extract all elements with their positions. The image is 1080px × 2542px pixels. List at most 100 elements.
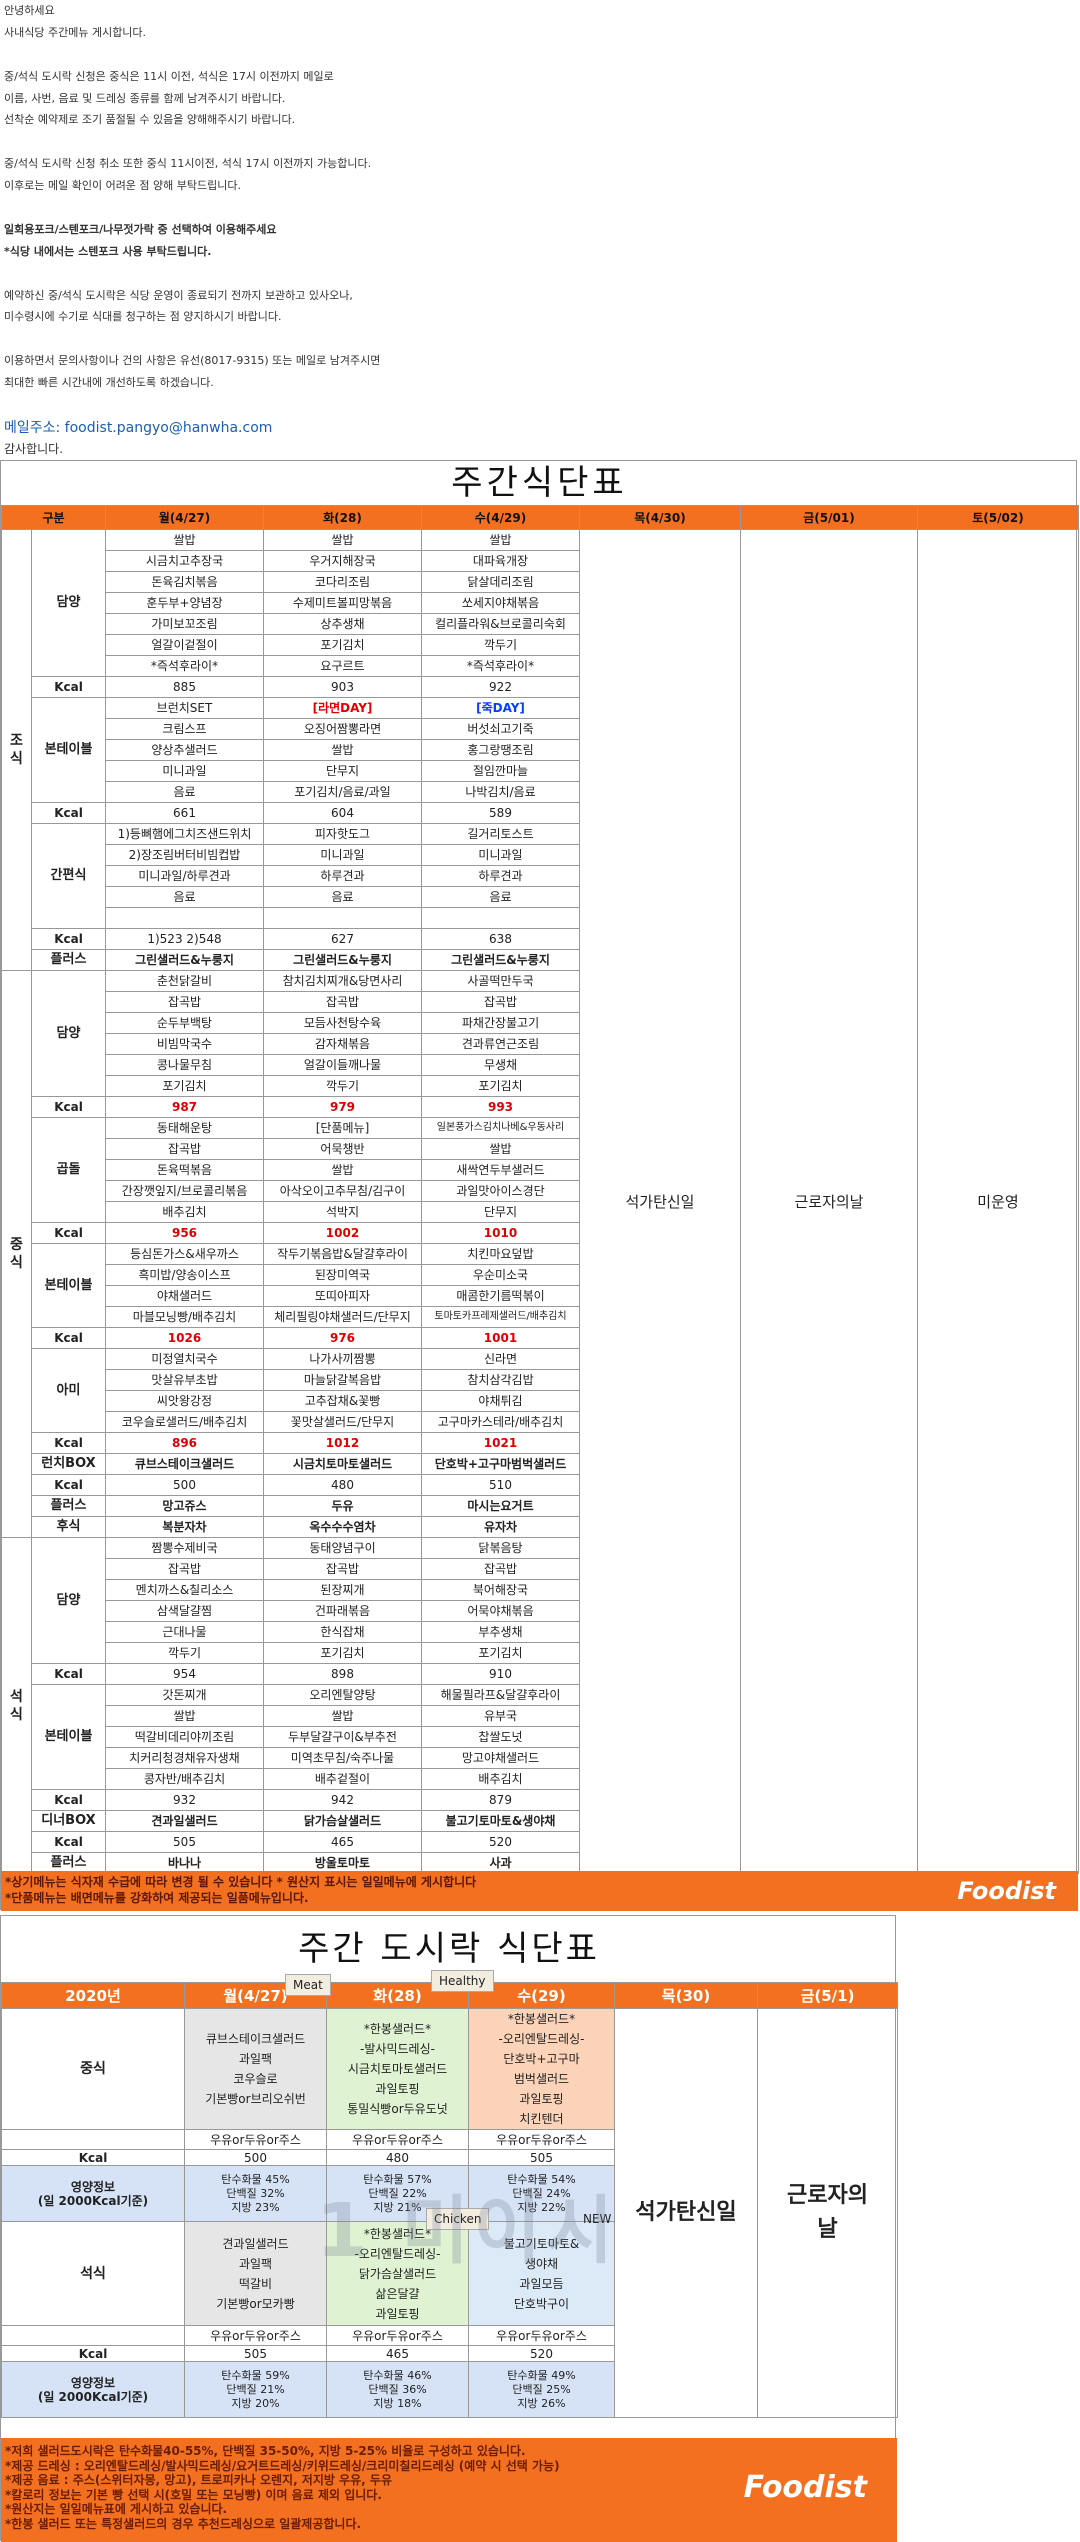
menu-item: 꽃맛살샐러드/단무지 [263, 1411, 422, 1433]
lb-dinner-label: 석식 [1, 2221, 185, 2326]
lb-footer-line: *원산지는 일일메뉴표에 게시하고 있습니다. [5, 2502, 228, 2516]
menu-item: 부추생채 [421, 1621, 580, 1643]
menu-item: 간장깻잎지/브로콜리볶음 [105, 1180, 264, 1202]
lunch-dangyang-kcal-row: Kcal 987 979 993 [2, 1096, 1079, 1118]
menu-item: 매콤한기름떡볶이 [421, 1285, 580, 1307]
bontable-station-label: 본테이블 [31, 1684, 106, 1790]
lunchbox-item: 과일토핑 [375, 2082, 420, 2096]
lb-nutri-line: 단백질 36% [368, 2382, 427, 2396]
lb-kcal-value: 520 [468, 2345, 615, 2362]
menu-item: 닭볶음탕 [421, 1537, 580, 1559]
plus-station-label: 플러스 [31, 1495, 106, 1517]
menu-item: 배추겉절이 [263, 1768, 422, 1790]
lunchbox-item: -오리엔탈드레싱- [498, 2032, 585, 2046]
dinner-bontable-row: 쌀밥 쌀밥 유부국 [2, 1705, 1079, 1727]
menu-item: 나가사끼짬뽕 [263, 1348, 422, 1370]
menu-item: 깍두기 [421, 634, 580, 656]
lb-kcal-label: Kcal [1, 2149, 185, 2166]
lb-footer-line: *칼로리 정보는 기본 빵 선택 시(호밀 또는 모닝빵) 이며 음료 제외 입… [5, 2487, 382, 2502]
menu-item: 잡곡밥 [421, 991, 580, 1013]
menu-item: 수제미트볼피망볶음 [263, 592, 422, 614]
lunchbox-items: *한봉샐러드* -발사믹드레싱- 시금치토마토샐러드 과일토핑 통밀식빵or두유도넛 [326, 2008, 469, 2130]
menu-item: 마블모닝빵/배추김치 [105, 1306, 264, 1328]
dinnerbox-station-label: 디너BOX [31, 1810, 106, 1832]
kcal-value: 896 [105, 1432, 264, 1454]
menu-item: 된장찌개 [263, 1579, 422, 1601]
menu-item: 큐브스테이크샐러드 [105, 1453, 264, 1475]
lunch-gopdol-row: 간장깻잎지/브로콜리볶음 아삭오이고추무침/김구이 과일맛아이스경단 [2, 1180, 1079, 1202]
menu-item: 길거리토스트 [421, 823, 580, 845]
kcal-value: 661 [105, 802, 264, 824]
menu-item: 잡곡밥 [105, 991, 264, 1013]
menu-item: 얼갈이겉절이 [105, 634, 264, 656]
lb-spacer [1, 2325, 185, 2346]
email-link[interactable]: 메일주소: foodist.pangyo@hanwha.com [4, 420, 273, 436]
menu-item: 작두기볶음밥&달걀후라이 [263, 1243, 422, 1265]
menu-item [421, 907, 580, 929]
lb-nutri-line: 탄수화물 49% [507, 2368, 576, 2382]
kcal-value: 979 [263, 1096, 422, 1118]
lb-holiday-thu-text: 석가탄신일 [635, 2200, 737, 2225]
intro-line: 사내식당 주간메뉴 게시합니다. [4, 25, 147, 39]
menu-item: 컬리플라워&브로콜리숙회 [421, 613, 580, 635]
menu-item: 두부달걀구이&부추전 [263, 1726, 422, 1748]
kcal-label: Kcal [31, 1789, 106, 1811]
menu-item: 동태해운탕 [105, 1117, 264, 1139]
chicken-tag: Chicken [426, 2208, 490, 2230]
kcal-value: 500 [105, 1474, 264, 1496]
kcal-value: 627 [263, 928, 422, 950]
menu-item: [죽DAY] [421, 697, 580, 719]
breakfast-dangyang-row: 가미보꼬조림 상추생채 컬리플라워&브로콜리숙회 [2, 613, 1079, 635]
menu-item: 오징어짬뽕라면 [263, 718, 422, 740]
kcal-label: Kcal [31, 1831, 106, 1853]
kcal-value: 604 [263, 802, 422, 824]
intro-line: 안녕하세요 [4, 4, 55, 17]
menu-item: 깍두기 [105, 1642, 264, 1664]
lunchbox-item: 떡갈비 [238, 2276, 273, 2291]
lunch-ami-row: 코우슬로샐러드/배추김치 꽃맛살샐러드/단무지 고구마카스테라/배추김치 [2, 1411, 1079, 1433]
kcal-value: 922 [421, 676, 580, 698]
lb-footer-line: *한봉 샐러드 또는 특정샐러드의 경우 추천드레싱으로 일괄제공합니다. [5, 2516, 362, 2531]
kcal-value: 505 [105, 1831, 264, 1853]
menu-item: 복분자차 [105, 1516, 264, 1538]
healthy-tag: Healthy [431, 1970, 494, 1992]
menu-item: 야채샐러드 [105, 1285, 264, 1307]
lb-nutri-line: 지방 18% [373, 2396, 422, 2410]
kcal-value: 910 [421, 1663, 580, 1685]
menu-item: 아삭오이고추무침/김구이 [263, 1180, 422, 1202]
kcal-value: 956 [105, 1222, 264, 1244]
lb-nutri-line: 지방 22% [517, 2200, 566, 2214]
menu-item: 비빔막국수 [105, 1033, 264, 1055]
breakfast-snack-kcal-row: Kcal 1)523 2)548 627 638 [2, 928, 1079, 950]
menu-item: 바나나 [105, 1852, 264, 1874]
menu-item: 코우슬로샐러드/배추김치 [105, 1411, 264, 1433]
lb-dinner-items-row: 석식 견과일샐러드 과일팩 떡갈비 기본빵or모카빵 *한봉샐러드* -오리엔탈드레싱- 닭가… [1, 2221, 898, 2326]
menu-item: 음료 [421, 886, 580, 908]
breakfast-label: 조식 [1, 529, 32, 971]
lb-nutri-line: 단백질 24% [512, 2186, 571, 2200]
breakfast-bontable-row: 미니과일 단무지 절임깐마늘 [2, 760, 1079, 782]
lunchbox-item: 코우슬로 [233, 2072, 278, 2086]
lb-nutri-line: 탄수화물 59% [221, 2368, 290, 2382]
menu-item: 우거지해장국 [263, 550, 422, 572]
plus-station-label: 플러스 [31, 949, 106, 971]
kcal-value: 879 [421, 1789, 580, 1811]
kcal-value: 993 [421, 1096, 580, 1118]
header-category: 구분 [1, 505, 106, 530]
intro-line: 선착순 예약제로 조기 품절될 수 있음을 양해해주시기 바랍니다. [4, 113, 296, 127]
weekly-footer-notes: *상기메뉴는 식자재 수급에 따라 변경 될 수 있습니다 * 원산지 표시는 … [5, 1874, 476, 1906]
lunch-dangyang-row: 포기김치 깍두기 포기김치 [2, 1075, 1079, 1097]
breakfast-dangyang-row: 돈육김치볶음 코다리조림 닭살데리조림 [2, 571, 1079, 593]
header-tue: 화(28) [263, 505, 422, 530]
dangyang-station-label: 담양 [31, 529, 106, 677]
menu-item: 동태양념구이 [263, 1537, 422, 1559]
dinner-bontable-row: 떡갈비데리야끼조림 두부달걀구이&부추전 찹쌀도넛 [2, 1726, 1079, 1748]
breakfast-dangyang-row: 얼갈이겉절이 포기김치 깍두기 [2, 634, 1079, 656]
lunchbox-footer-notes: *저희 샐러드도시락은 탄수화물40-55%, 단백질 35-50%, 지방 5… [5, 2444, 560, 2531]
breakfast-snack-row [2, 907, 1079, 929]
menu-item: 석박지 [263, 1201, 422, 1223]
kcal-value: 1021 [421, 1432, 580, 1454]
lb-nutri-line: 지방 21% [373, 2200, 422, 2214]
menu-item: 닭살데리조림 [421, 571, 580, 593]
lunch-bontable-row: 본테이블 등심돈가스&새우까스 작두기볶음밥&달걀후라이 치킨마요덮밥 [2, 1243, 1079, 1328]
